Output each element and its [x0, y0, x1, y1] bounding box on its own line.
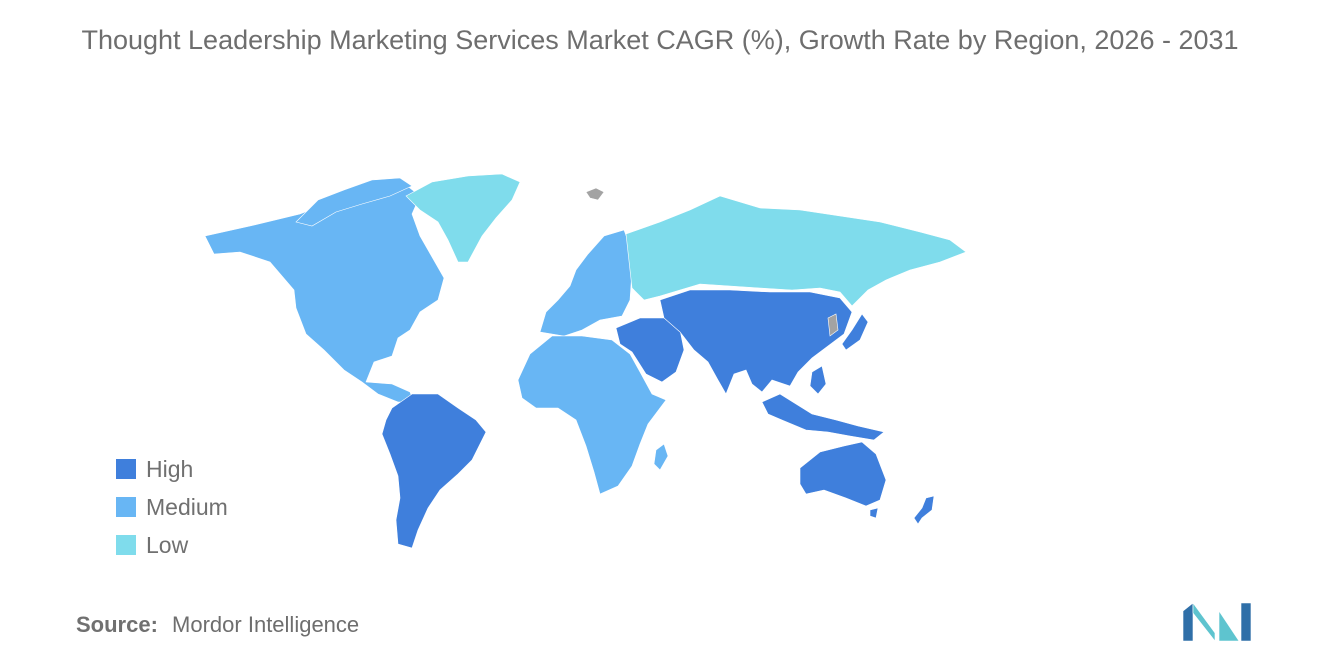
logo-right-stroke: [1240, 603, 1251, 641]
legend-item-medium: Medium: [116, 488, 228, 526]
logo-left-stroke: [1183, 603, 1194, 641]
region-greenland: [405, 173, 521, 263]
legend-item-low: Low: [116, 526, 228, 564]
region-europe: [539, 229, 633, 337]
region-south-america: [381, 393, 487, 549]
legend-label-low: Low: [146, 531, 189, 558]
region-tasmania: [869, 507, 879, 519]
legend-swatch-low: [116, 535, 136, 555]
source-value: Mordor Intelligence: [172, 612, 360, 637]
map-legend: High Medium Low: [116, 450, 228, 564]
legend-label-medium: Medium: [146, 493, 228, 520]
mordor-intelligence-logo: [1183, 603, 1251, 641]
region-australia: [799, 441, 887, 507]
region-north-america: [204, 183, 445, 403]
legend-swatch-high: [116, 459, 136, 479]
region-southeast-asia-islands: [761, 393, 885, 441]
region-new-zealand: [913, 495, 935, 525]
source-label: Source:: [76, 612, 158, 637]
region-japan: [841, 313, 869, 351]
region-middle-east: [615, 317, 685, 383]
chart-title: Thought Leadership Marketing Services Ma…: [81, 25, 1239, 55]
legend-label-high: High: [146, 455, 194, 482]
region-africa: [517, 335, 667, 495]
logo-left-diagonal: [1192, 603, 1216, 641]
region-svalbard-no-data: [585, 187, 605, 201]
region-russia: [625, 195, 967, 307]
logo-right-diagonal: [1218, 610, 1240, 641]
region-philippines: [809, 365, 827, 395]
source-line: Source: Mordor Intelligence: [76, 612, 359, 638]
legend-swatch-medium: [116, 497, 136, 517]
region-korea-no-data: [827, 313, 839, 337]
legend-item-high: High: [116, 450, 228, 488]
region-madagascar: [653, 443, 669, 471]
region-arctic-islands: [295, 177, 413, 227]
region-asia: [659, 289, 853, 395]
